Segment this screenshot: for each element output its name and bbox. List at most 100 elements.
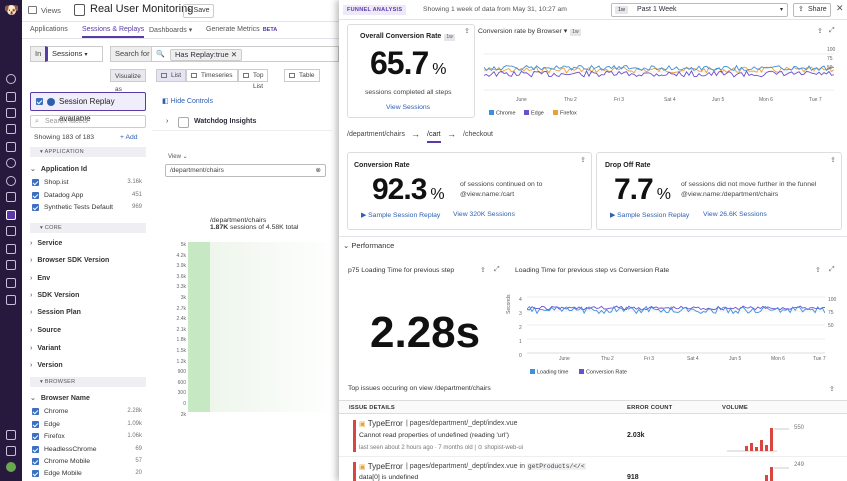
export-icon[interactable]: ⇪ xyxy=(480,267,486,274)
export-icon[interactable]: ⇪ xyxy=(580,157,586,164)
export-icon[interactable]: ⇪ xyxy=(464,28,470,35)
tab-dashboards[interactable]: Dashboards ▾ xyxy=(149,26,192,34)
expand-icon[interactable]: ⤢ xyxy=(829,27,835,34)
export-icon[interactable]: ⇪ xyxy=(829,386,835,393)
source-select[interactable]: Sessions ▾ xyxy=(45,46,103,62)
checkbox[interactable] xyxy=(32,408,39,415)
facet-value[interactable]: Edge Mobile 20 xyxy=(30,470,146,477)
views-button[interactable]: Views xyxy=(28,6,61,15)
view-sessions-link[interactable]: View Sessions xyxy=(386,104,431,111)
notebooks-icon[interactable] xyxy=(6,278,16,288)
facet-value[interactable]: Chrome Mobile 57 xyxy=(30,458,146,465)
dashboards-icon[interactable] xyxy=(6,108,16,118)
facet-application-id[interactable]: ⌄ Application Id xyxy=(30,165,146,173)
search-input[interactable]: 🔍 Has Replay:true ✕ xyxy=(151,46,339,62)
datadog-logo[interactable]: 🐶 xyxy=(4,3,19,17)
export-icon[interactable]: ⇪ xyxy=(815,267,821,274)
expand-icon[interactable]: ⤢ xyxy=(829,266,835,273)
view-sessions-link[interactable]: View 320K Sessions xyxy=(453,211,515,218)
synthetics-icon[interactable] xyxy=(6,226,16,236)
crumb-step-active[interactable]: /cart xyxy=(427,131,441,143)
section-application[interactable]: ▾ APPLICATION xyxy=(30,147,146,157)
facet-service[interactable]: › Service xyxy=(30,240,146,247)
facet-value[interactable]: Edge 1.09k xyxy=(30,421,146,428)
search-icon[interactable] xyxy=(6,74,16,84)
logs-icon[interactable] xyxy=(6,244,16,254)
view-sessions-link[interactable]: View 26.6K Sessions xyxy=(703,211,767,218)
rum-icon[interactable] xyxy=(6,210,16,220)
legend-conversion-rate[interactable]: Conversion Rate xyxy=(579,369,627,376)
facet-value[interactable]: Firefox 1.06k xyxy=(30,433,146,440)
crumb-step[interactable]: /checkout xyxy=(463,131,493,138)
filter-pill[interactable]: Has Replay:true ✕ xyxy=(170,49,243,61)
close-icon[interactable]: ✕ xyxy=(230,50,238,59)
performance-section-toggle[interactable]: ⌄ Performance xyxy=(343,241,394,250)
close-icon[interactable]: ✕ xyxy=(836,3,844,13)
time-range-select[interactable]: 1w Past 1 Week ▾ xyxy=(611,3,788,17)
facet-source[interactable]: › Source xyxy=(30,327,146,334)
watchdog-icon[interactable] xyxy=(6,295,16,305)
facet-browser-name[interactable]: ⌄ Browser Name xyxy=(30,394,146,402)
checkbox[interactable] xyxy=(32,470,39,477)
legend-loading-time[interactable]: Loading time xyxy=(530,369,569,376)
checkbox[interactable] xyxy=(32,204,39,211)
checkbox[interactable] xyxy=(32,179,39,186)
facet-variant[interactable]: › Variant xyxy=(30,345,146,352)
facet-search-input[interactable]: ⌕ Search facets xyxy=(30,115,146,128)
legend-firefox[interactable]: Firefox xyxy=(553,110,577,117)
sample-replay-link[interactable]: ▶ Sample Session Replay xyxy=(610,211,689,219)
checkbox[interactable] xyxy=(32,192,39,199)
user-avatar-icon[interactable] xyxy=(6,462,16,472)
facet-value[interactable]: Synthetic Tests Default 969 xyxy=(30,204,146,211)
viz-timeseries-button[interactable]: Timeseries xyxy=(186,69,238,82)
facet-value[interactable]: Datadog App 451 xyxy=(30,192,146,199)
checkbox[interactable] xyxy=(32,421,39,428)
funnel-step-bar[interactable] xyxy=(188,242,210,412)
legend-chrome[interactable]: Chrome xyxy=(489,110,516,117)
column-header[interactable]: ISSUE DETAILS xyxy=(349,405,395,411)
checkbox[interactable] xyxy=(32,458,39,465)
infrastructure-icon[interactable] xyxy=(6,158,16,168)
save-button[interactable]: + Save xyxy=(183,4,214,18)
help-icon[interactable] xyxy=(6,430,16,440)
tab-applications[interactable]: Applications xyxy=(30,26,68,33)
issue-row[interactable]: ▣ TypeError | pages/department/_dept/ind… xyxy=(339,414,847,457)
viz-list-button[interactable]: List xyxy=(156,69,187,82)
issue-row[interactable]: ▣ TypeError | pages/department/_dept/ind… xyxy=(339,457,847,481)
facet-version[interactable]: › Version xyxy=(30,362,146,369)
chevron-down-icon[interactable]: ▾ xyxy=(563,28,568,35)
legend-edge[interactable]: Edge xyxy=(524,110,544,117)
share-button[interactable]: ⇪ Share xyxy=(793,3,831,17)
ci-icon[interactable] xyxy=(6,260,16,270)
apm-icon[interactable] xyxy=(6,176,16,186)
facet-browser-sdk-version[interactable]: › Browser SDK Version xyxy=(30,257,146,264)
sample-replay-link[interactable]: ▶ Sample Session Replay xyxy=(361,211,440,219)
view-select[interactable]: /department/chairs ⊗ xyxy=(165,164,326,177)
add-facet-button[interactable]: + Add xyxy=(120,134,138,141)
expand-icon[interactable]: ⤢ xyxy=(494,266,500,273)
hide-controls-button[interactable]: ◧ Hide Controls xyxy=(162,97,213,105)
tab-generate-metrics[interactable]: Generate Metrics BETA xyxy=(206,26,277,33)
section-browser[interactable]: ▾ BROWSER xyxy=(30,377,146,387)
viz-table-button[interactable]: Table xyxy=(284,69,320,82)
section-core[interactable]: ▾ CORE xyxy=(30,223,146,233)
facet-env[interactable]: › Env xyxy=(30,275,146,282)
tab-sessions-replays[interactable]: Sessions & Replays xyxy=(82,26,145,38)
export-icon[interactable]: ⇪ xyxy=(817,28,823,35)
checkbox[interactable] xyxy=(32,446,39,453)
monitors-icon[interactable] xyxy=(6,124,16,134)
export-icon[interactable]: ⇪ xyxy=(830,157,836,164)
home-icon[interactable] xyxy=(6,92,16,102)
column-header[interactable]: VOLUME xyxy=(722,405,748,411)
security-icon[interactable] xyxy=(6,192,16,202)
crumb-step[interactable]: /department/chairs xyxy=(347,131,405,138)
session-replay-toggle[interactable]: Session Replay available xyxy=(30,92,146,123)
checkbox[interactable] xyxy=(32,433,39,440)
column-header[interactable]: ERROR COUNT xyxy=(627,405,673,411)
viz-toplist-button[interactable]: Top List xyxy=(238,69,269,90)
facet-value[interactable]: Chrome 2.28k xyxy=(30,408,146,415)
watchdog-insights-row[interactable]: › Watchdog Insights xyxy=(152,113,332,131)
facet-sdk-version[interactable]: › SDK Version xyxy=(30,292,146,299)
clear-icon[interactable]: ⊗ xyxy=(315,167,321,174)
facet-value[interactable]: Shop.ist 3.16k xyxy=(30,179,146,186)
